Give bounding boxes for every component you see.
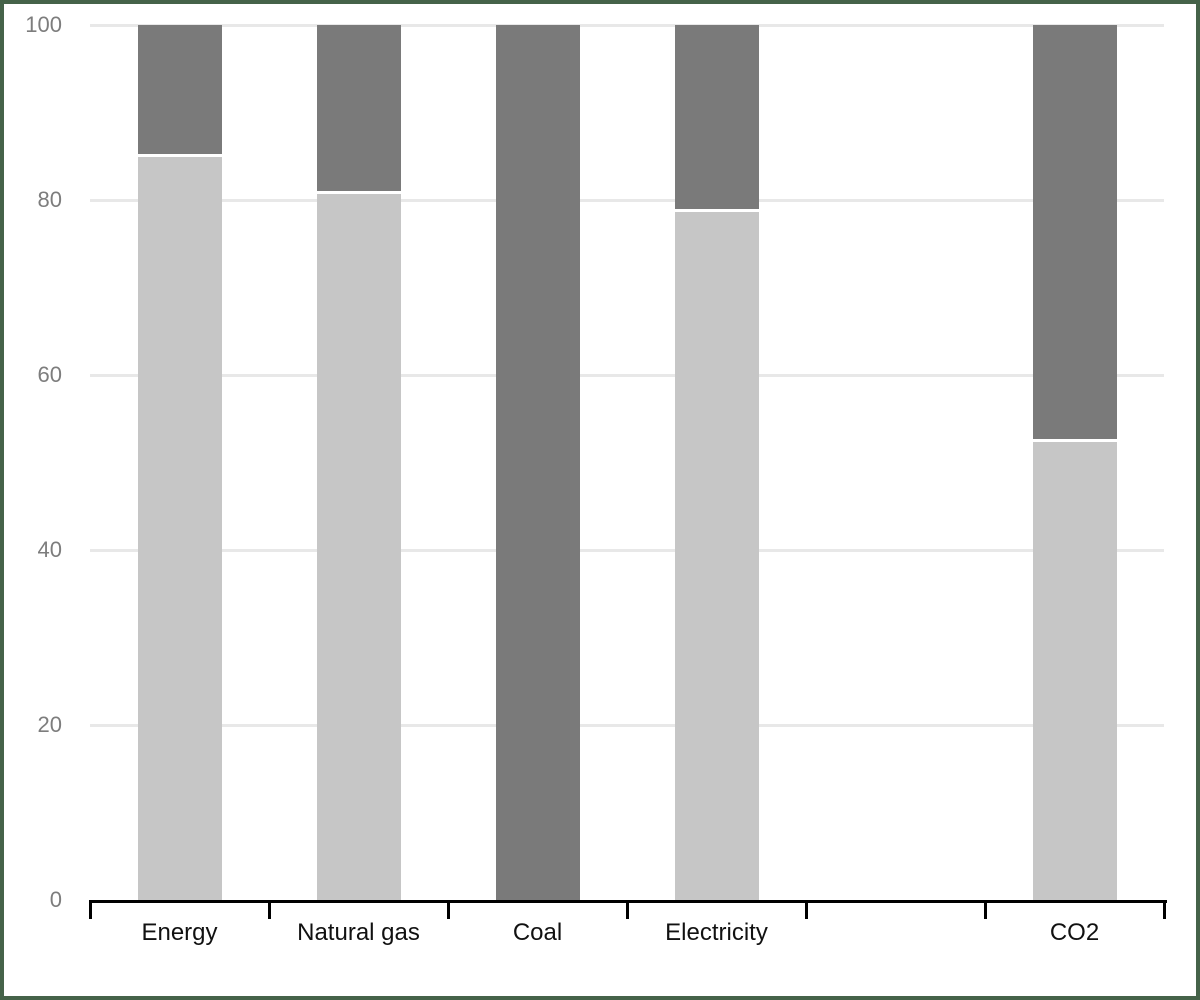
y-tick-label-100: 100: [25, 12, 62, 37]
x-axis-tick-0: [89, 900, 92, 919]
x-axis-tick-4: [805, 900, 808, 919]
gridline-100: [90, 23, 1164, 27]
bar-co2-bottom-segment: [1032, 442, 1117, 900]
x-axis-tick-2: [447, 900, 450, 919]
gridline-60: [90, 373, 1164, 377]
x-category-label-coal: Coal: [512, 919, 563, 946]
x-axis-tick-1: [268, 900, 271, 919]
gridline-40: [90, 548, 1164, 552]
y-tick-label-80: 80: [37, 187, 62, 212]
x-axis-tick-3: [626, 900, 629, 919]
bar-co2-top-segment: [1032, 25, 1117, 443]
x-axis-tick-6: [1163, 900, 1166, 919]
gridline-20: [90, 723, 1164, 727]
y-tick-label-60: 60: [37, 362, 62, 387]
bar-natural-gas-top-segment: [316, 25, 401, 194]
bar-natural-gas-bottom-segment: [316, 193, 401, 900]
y-tick-label-20: 20: [37, 712, 62, 737]
bar-energy-bottom-segment: [137, 157, 222, 900]
bar-energy-top-segment: [137, 25, 222, 158]
bar-coal-top-segment: [495, 25, 580, 900]
y-tick-label-40: 40: [37, 537, 62, 562]
bar-electricity-bottom-segment: [674, 212, 759, 900]
y-tick-label-0: 0: [49, 887, 62, 912]
x-category-label-energy: Energy: [141, 919, 218, 946]
bar-electricity-top-segment: [674, 25, 759, 213]
x-axis-tick-5: [984, 900, 987, 919]
gridline-80: [90, 198, 1164, 202]
x-category-label-natural-gas: Natural gas: [297, 919, 420, 946]
x-category-label-co2: CO2: [1049, 919, 1100, 946]
x-category-label-electricity: Electricity: [665, 919, 768, 946]
